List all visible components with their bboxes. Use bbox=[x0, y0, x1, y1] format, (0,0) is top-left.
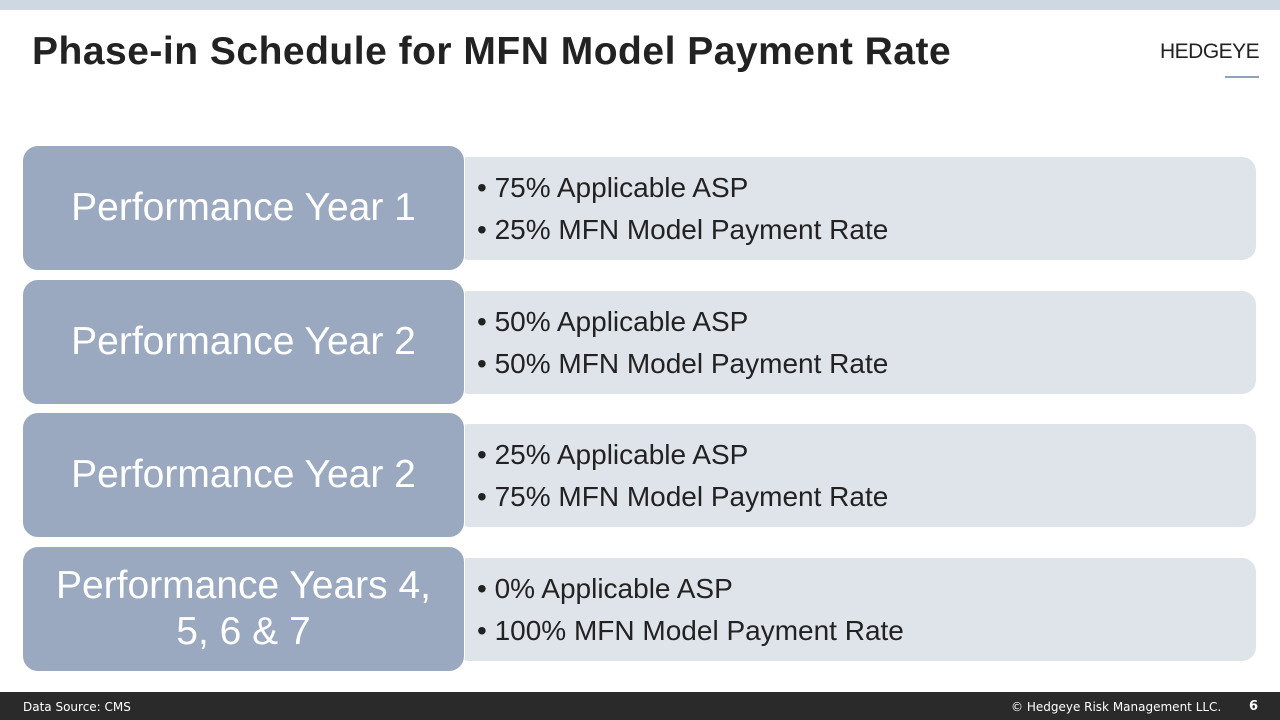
logo: HEDGEYE bbox=[1160, 40, 1260, 63]
bullet: 75% Applicable ASP bbox=[477, 167, 1256, 209]
schedule-row: 50% Applicable ASP 50% MFN Model Payment… bbox=[22, 279, 1256, 405]
bullet: 0% Applicable ASP bbox=[477, 568, 1256, 610]
row-label: Performance Year 2 bbox=[22, 279, 465, 405]
bullet: 75% MFN Model Payment Rate bbox=[477, 476, 1256, 518]
row-label: Performance Year 2 bbox=[22, 412, 465, 538]
detail-panel: 25% Applicable ASP 75% MFN Model Payment… bbox=[455, 424, 1256, 527]
schedule-row: 0% Applicable ASP 100% MFN Model Payment… bbox=[22, 546, 1256, 672]
copyright: © Hedgeye Risk Management LLC. bbox=[1011, 700, 1222, 714]
row-label: Performance Year 1 bbox=[22, 145, 465, 271]
bullet: 25% Applicable ASP bbox=[477, 434, 1256, 476]
schedule-row: 25% Applicable ASP 75% MFN Model Payment… bbox=[22, 412, 1256, 538]
data-source: Data Source: CMS bbox=[23, 700, 131, 714]
top-bar bbox=[0, 0, 1280, 10]
detail-panel: 50% Applicable ASP 50% MFN Model Payment… bbox=[455, 291, 1256, 394]
bullet: 100% MFN Model Payment Rate bbox=[477, 610, 1256, 652]
detail-panel: 0% Applicable ASP 100% MFN Model Payment… bbox=[455, 558, 1256, 661]
bullet: 50% MFN Model Payment Rate bbox=[477, 343, 1256, 385]
bullet: 50% Applicable ASP bbox=[477, 301, 1256, 343]
schedule-row: 75% Applicable ASP 25% MFN Model Payment… bbox=[22, 145, 1256, 271]
page-number: 6 bbox=[1249, 699, 1259, 714]
footer: Data Source: CMS © Hedgeye Risk Manageme… bbox=[0, 692, 1280, 720]
bullet: 25% MFN Model Payment Rate bbox=[477, 209, 1256, 251]
logo-underline bbox=[1225, 76, 1259, 78]
slide-title: Phase-in Schedule for MFN Model Payment … bbox=[32, 30, 952, 73]
row-label: Performance Years 4, 5, 6 & 7 bbox=[22, 546, 465, 672]
detail-panel: 75% Applicable ASP 25% MFN Model Payment… bbox=[455, 157, 1256, 260]
